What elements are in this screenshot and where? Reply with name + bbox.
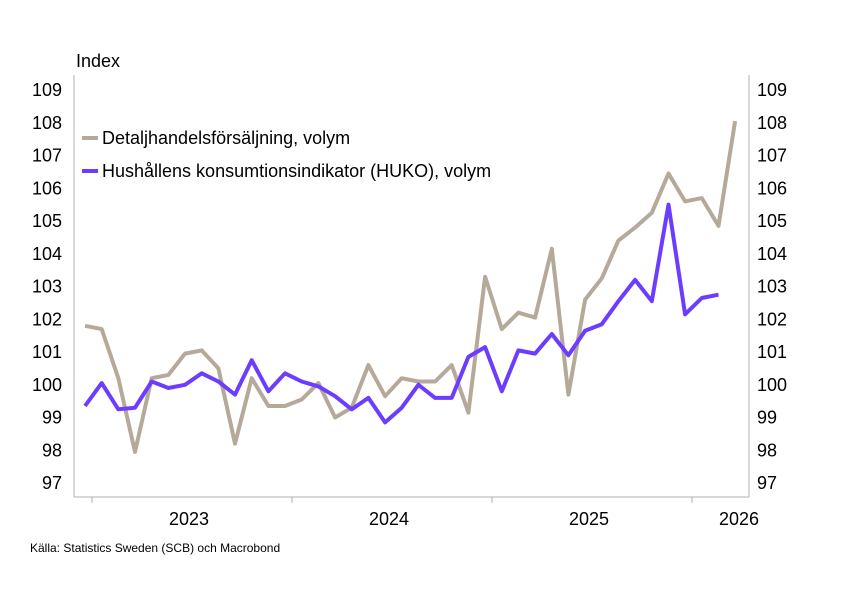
x-ticks: 2023 2024 2025 2026 xyxy=(91,497,759,529)
y-tick-label-right: 107 xyxy=(757,146,787,166)
y-tick-label-right: 100 xyxy=(757,375,787,395)
y-tick-label-right: 105 xyxy=(757,211,787,231)
y-tick-label-right: 106 xyxy=(757,178,787,198)
y-tick-label-left: 108 xyxy=(32,113,62,133)
x-tick-label: 2026 xyxy=(719,509,759,529)
y-tick-label-left: 98 xyxy=(42,440,62,460)
y-tick-label-right: 101 xyxy=(757,342,787,362)
series-line-retail xyxy=(84,120,738,454)
y-tick-label-right: 98 xyxy=(757,440,777,460)
y-tick-label-left: 102 xyxy=(32,309,62,329)
source-note: Källa: Statistics Sweden (SCB) och Macro… xyxy=(30,541,281,555)
series-line-huko xyxy=(83,202,719,425)
legend-label: Hushållens konsumtionsindikator (HUKO), … xyxy=(102,161,491,181)
legend-label: Detaljhandelsförsäljning, volym xyxy=(102,128,350,148)
x-tick-label: 2023 xyxy=(169,509,209,529)
y-axis-title: Index xyxy=(76,51,120,71)
right-y-ticks: 97 98 99 100 101 102 103 104 105 106 107 108 109 xyxy=(757,80,787,493)
y-tick-label-right: 103 xyxy=(757,277,787,297)
series-lines xyxy=(83,120,738,454)
y-tick-label-right: 104 xyxy=(757,244,787,264)
y-tick-label-left: 101 xyxy=(32,342,62,362)
y-tick-label-left: 104 xyxy=(32,244,62,264)
y-tick-label-right: 97 xyxy=(757,473,777,493)
y-tick-label-left: 105 xyxy=(32,211,62,231)
y-tick-label-left: 99 xyxy=(42,408,62,428)
y-tick-label-right: 99 xyxy=(757,408,777,428)
y-tick-label-left: 103 xyxy=(32,277,62,297)
y-tick-label-right: 108 xyxy=(757,113,787,133)
y-tick-label-left: 106 xyxy=(32,178,62,198)
y-tick-label-right: 109 xyxy=(757,80,787,100)
y-tick-label-left: 97 xyxy=(42,473,62,493)
y-tick-label-left: 109 xyxy=(32,80,62,100)
legend: Detaljhandelsförsäljning, volym Hushållen… xyxy=(82,128,491,181)
y-tick-label-left: 100 xyxy=(32,375,62,395)
y-tick-label-left: 107 xyxy=(32,146,62,166)
left-y-ticks: 97 98 99 100 101 102 103 104 105 106 107 108 109 xyxy=(32,80,62,493)
x-tick-label: 2024 xyxy=(369,509,409,529)
y-tick-label-right: 102 xyxy=(757,309,787,329)
x-tick-label: 2025 xyxy=(569,509,609,529)
